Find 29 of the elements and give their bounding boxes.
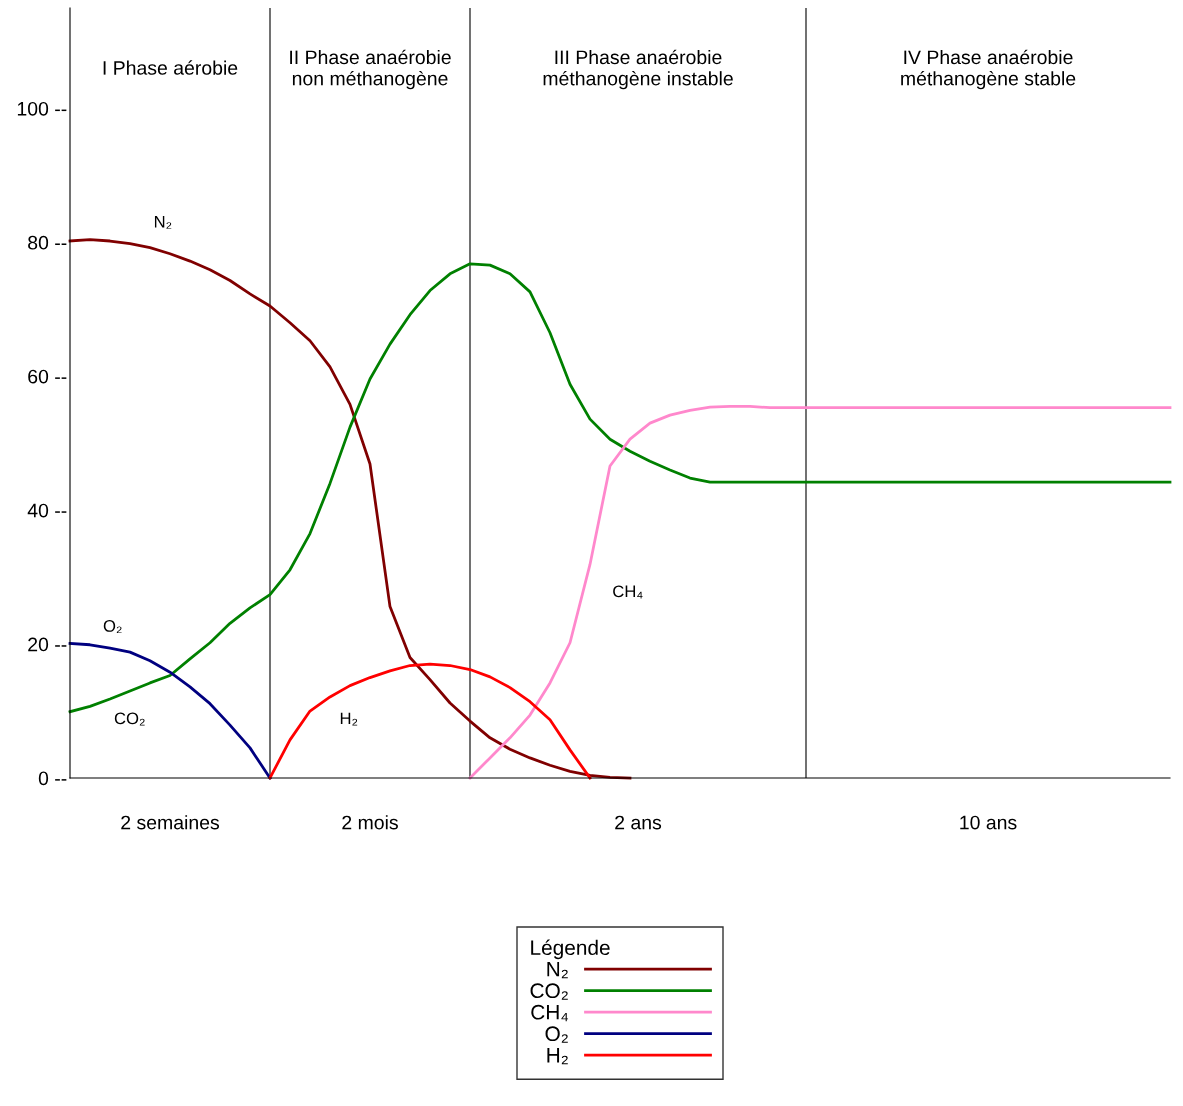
y-tick-label: 20 -- — [28, 637, 67, 652]
text: H₂ — [547, 1048, 568, 1065]
legend-title: Légende — [531, 939, 610, 960]
line-series — [268, 662, 592, 780]
text: N₂ — [547, 962, 568, 979]
series-label: CH₄ — [613, 585, 643, 599]
text: 10 ans — [960, 815, 1017, 830]
line-series — [468, 405, 1172, 780]
series-label: N₂ — [154, 215, 172, 229]
text: 2 ans — [615, 815, 662, 830]
y-tick-label: 0 -- — [38, 771, 67, 786]
annotation: IV Phase anaérobie méthanogène stable — [901, 49, 1076, 90]
annotation: III Phase anaérobie méthanogène instable — [543, 49, 733, 90]
series-label: H₂ — [340, 712, 358, 726]
line-series — [68, 642, 272, 780]
y-tick-label: 100 -- — [17, 101, 67, 116]
annotation: I Phase aérobie — [103, 60, 238, 75]
y-tick-label: 40 -- — [27, 503, 67, 518]
text: CH₄ — [531, 1004, 569, 1022]
text: 2 semaines — [121, 815, 220, 830]
text: CO₂ — [530, 983, 568, 1000]
y-tick-label: 80 -- — [28, 235, 67, 250]
series-label: O₂ — [103, 620, 122, 634]
y-tick-label: 60 -- — [28, 369, 67, 384]
line-series — [68, 262, 1172, 714]
text: 2 mois — [342, 815, 398, 830]
text: O₂ — [545, 1026, 568, 1043]
series-label: CO₂ — [114, 712, 145, 726]
annotation: II Phase anaérobie non méthanogène — [290, 49, 451, 90]
